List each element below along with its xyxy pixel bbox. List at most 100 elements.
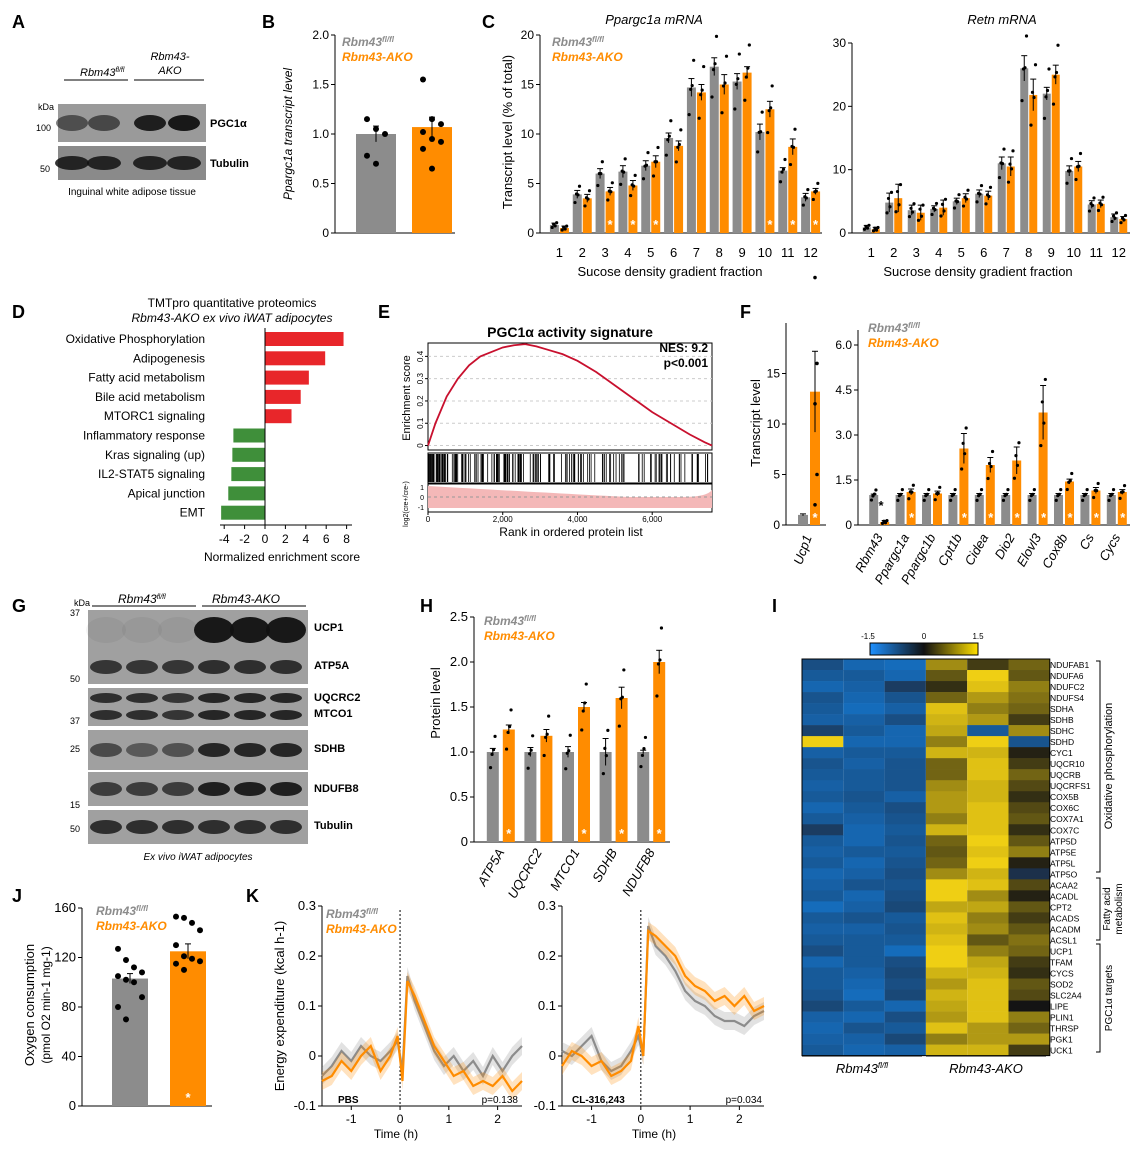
C2-bar-2-0 [885, 202, 894, 233]
C2-y-tick-label: 20 [833, 99, 847, 113]
significance-star: * [1120, 510, 1126, 525]
significance-star: * [630, 217, 636, 232]
significance-star: * [962, 510, 968, 525]
blot-band [87, 156, 121, 170]
H-point [542, 753, 546, 758]
i-cell [843, 758, 885, 770]
F_right-cat-Cs: Cs [1076, 531, 1097, 553]
b-y-tick-label: 0.5 [312, 177, 329, 191]
H-point [531, 734, 535, 738]
b-point [420, 76, 426, 83]
i-cell [843, 901, 885, 913]
i-group-fa1: Fatty acid [1102, 887, 1113, 930]
C2-point [1077, 164, 1081, 168]
i-cell [843, 747, 885, 759]
C2-point [1056, 43, 1060, 47]
C1-bar-1-1 [559, 228, 569, 233]
H-bar-UQCRC2-1 [540, 735, 553, 842]
C1-point [583, 204, 587, 208]
C2-point [1033, 63, 1038, 67]
blot-strip [88, 688, 308, 726]
C2-point [942, 209, 946, 213]
i-cell [925, 703, 968, 715]
e-tick-label: 0 [416, 443, 425, 448]
i-row-atp5o: ATP5O [1050, 869, 1078, 879]
F_right-point [1122, 484, 1127, 488]
k-pbs-y-tick-label: 0 [309, 1048, 316, 1063]
panel-k-cl-label: CL-316,243 [572, 1095, 625, 1106]
C2-point [1047, 67, 1051, 71]
e-xtick-label: 2,000 [493, 515, 514, 524]
C1-y-tick-label: 0 [527, 226, 534, 240]
F_right-y-tick-label: 1.5 [835, 473, 852, 487]
i-cell [843, 769, 885, 781]
H-point [639, 764, 643, 769]
i-cell [967, 1011, 1009, 1023]
d-bar-1 [265, 351, 326, 366]
f-yl-tick-label: 0 [773, 518, 780, 532]
F_right-point [1084, 492, 1088, 496]
C1-point [767, 109, 771, 113]
F_right-point [885, 519, 889, 523]
H-point [581, 709, 585, 713]
C1-point [563, 227, 567, 231]
significance-star: * [506, 826, 512, 841]
C2-point [918, 207, 922, 211]
F_right-point [1111, 488, 1116, 492]
i-col1: Rbm43fl/fl [836, 1061, 888, 1076]
i-row-ndufab1: NDUFAB1 [1050, 660, 1089, 670]
panel-label-f: F [740, 302, 751, 322]
H-y-tick-label: 2.0 [450, 654, 468, 669]
H-bar-SDHB-1 [615, 698, 628, 842]
C1-point [679, 128, 683, 132]
i-cell [1008, 1022, 1050, 1034]
C1-point [769, 106, 773, 110]
C2-point [984, 202, 988, 206]
i-cell [843, 978, 885, 990]
i-cell [884, 978, 926, 990]
significance-star: * [581, 826, 587, 841]
significance-star: * [657, 826, 663, 841]
e-xtick-label: 0 [426, 515, 431, 524]
i-cell [967, 967, 1009, 979]
blot-band [90, 693, 122, 703]
i-cell [967, 692, 1009, 704]
significance-star: * [988, 510, 994, 525]
i-cell [925, 1033, 968, 1045]
blot-g-band-label-ndufb8: NDUFB8 [314, 783, 359, 795]
C2-y-tick-label: 30 [833, 36, 847, 50]
i-cell [802, 670, 844, 682]
i-cell [925, 945, 968, 957]
H-bar-NDUFB8-1 [653, 662, 666, 842]
i-cell [884, 1033, 926, 1045]
F_right-bar-Cox8b-1 [1065, 481, 1074, 525]
j-point [173, 913, 179, 920]
i-cell [925, 747, 968, 759]
i-cell [1008, 1011, 1050, 1023]
C1-cat-12: 12 [803, 245, 817, 260]
i-cell [1008, 956, 1050, 968]
i-cell [925, 824, 968, 836]
panel-c-xlabel1: Sucose density gradient fraction [578, 264, 763, 279]
F_right-bar-Cs-0 [1080, 495, 1090, 525]
C1-point [600, 160, 604, 164]
H-point [620, 695, 624, 699]
i-row-sdhb: SDHB [1050, 715, 1074, 725]
F_right-point [960, 467, 964, 471]
i-cell [967, 879, 1009, 891]
d-tick-label: 0 [262, 532, 269, 546]
k-ylabel: Energy expenditure (kcal h-1) [272, 921, 287, 1092]
f-point [813, 503, 817, 507]
legend-wt: Rbm43fl/fl [96, 904, 149, 918]
C1-point [654, 160, 659, 164]
i-cell [967, 857, 1009, 869]
i-cell [802, 824, 844, 836]
i-row-cyc1: CYC1 [1050, 748, 1073, 758]
C1-point [687, 113, 691, 117]
i-cell [967, 934, 1009, 946]
C1-point [747, 43, 751, 47]
C1-point [699, 93, 703, 97]
C1-bar-5-1 [651, 161, 661, 233]
i-cell [843, 1011, 885, 1023]
